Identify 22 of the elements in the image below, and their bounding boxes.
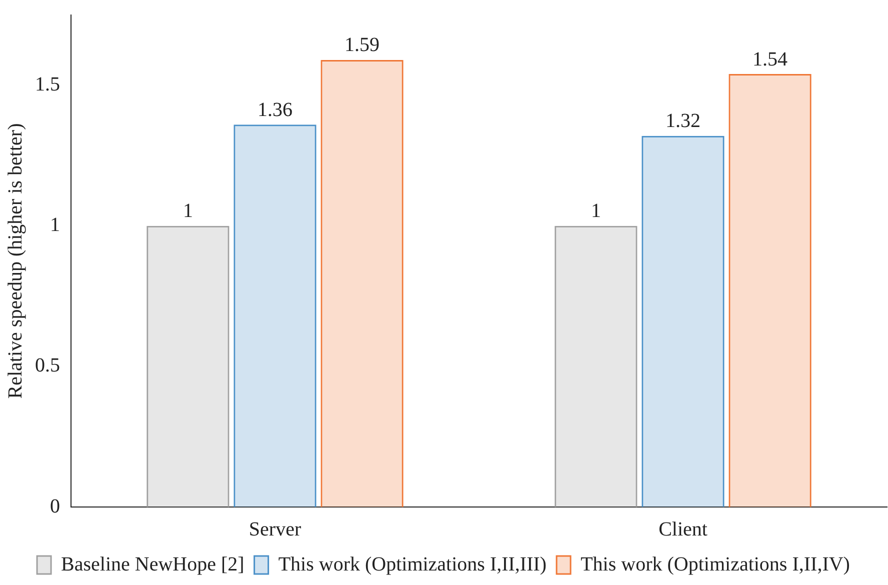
data-label: 1.36 <box>258 98 292 121</box>
bar <box>146 226 230 507</box>
data-label: 1.59 <box>344 34 380 56</box>
y-tick-label: 1 <box>50 214 60 236</box>
data-label: 1.32 <box>666 110 700 132</box>
bar <box>320 60 404 507</box>
data-label: 1 <box>590 200 601 222</box>
x-tick-label: Server <box>248 518 302 540</box>
bar <box>234 124 316 507</box>
bar <box>642 136 724 507</box>
legend-label: This work (Optimizations I,II,IV) <box>580 553 850 576</box>
legend-label: This work (Optimizations I,II,III) <box>278 553 547 576</box>
data-label: 1.54 <box>752 48 788 70</box>
data-label: 1 <box>182 200 193 222</box>
bar <box>554 226 638 507</box>
x-tick-label: Client <box>658 518 708 540</box>
y-tick-label: 0.5 <box>35 354 60 377</box>
y-tick-label: 1.5 <box>35 74 60 96</box>
y-tick-label: 0 <box>50 495 60 518</box>
bar <box>728 74 812 507</box>
legend-label: Baseline NewHope [2] <box>61 553 244 576</box>
y-axis-title: Relative speedup (higher is better) <box>4 123 26 399</box>
